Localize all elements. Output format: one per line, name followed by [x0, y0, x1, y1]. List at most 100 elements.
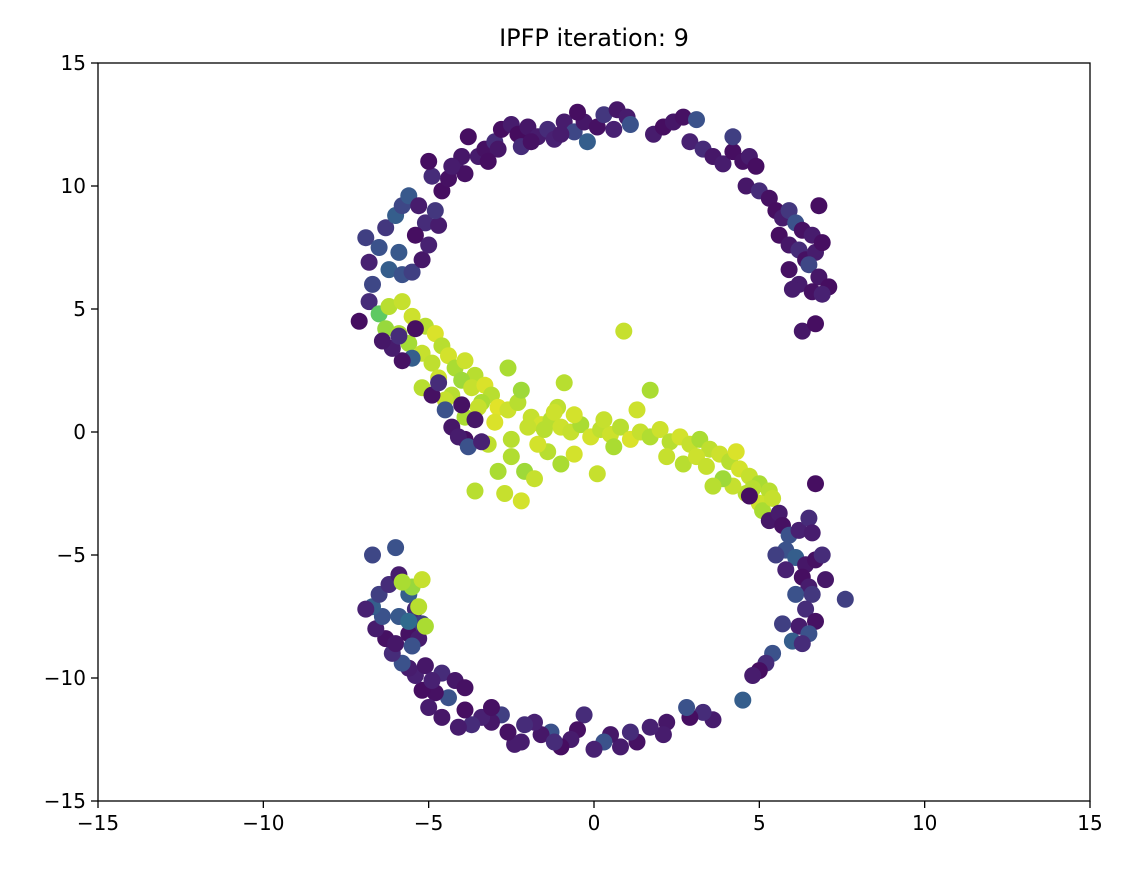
- scatter-point: [430, 374, 448, 392]
- scatter-point: [803, 524, 821, 542]
- scatter-point: [793, 322, 811, 340]
- scatter-point: [688, 111, 705, 129]
- scatter-point: [479, 152, 497, 170]
- scatter-point: [416, 617, 434, 635]
- scatter-point: [813, 285, 831, 303]
- scatter-point: [413, 571, 431, 589]
- x-axis: −15 −10 −5 0 5 10 15: [77, 801, 1103, 835]
- scatter-point: [595, 106, 613, 124]
- scatter-point: [807, 475, 824, 493]
- x-tick-label: −5: [414, 811, 443, 835]
- scatter-point: [423, 167, 441, 185]
- scatter-point: [403, 637, 421, 655]
- scatter-point: [440, 689, 457, 707]
- scatter-point: [393, 573, 411, 591]
- scatter-point: [456, 352, 474, 370]
- scatter-point: [810, 197, 828, 215]
- y-axis: −15 −10 −5 0 5 10 15: [44, 51, 98, 813]
- scatter-point: [416, 214, 434, 232]
- scatter-point: [512, 381, 530, 399]
- scatter-point: [654, 726, 672, 744]
- scatter-point: [787, 585, 805, 603]
- scatter-point: [578, 133, 596, 151]
- x-tick-label: −15: [77, 811, 119, 835]
- scatter-point: [529, 435, 547, 453]
- scatter-point: [420, 699, 438, 716]
- scatter-point: [380, 298, 398, 315]
- scatter-point: [678, 699, 696, 716]
- scatter-point: [803, 585, 821, 603]
- y-tick-label: 5: [73, 297, 86, 321]
- scatter-point: [575, 706, 593, 724]
- x-tick-label: 15: [1077, 811, 1102, 835]
- scatter-point: [807, 315, 824, 333]
- scatter-point: [364, 275, 381, 293]
- scatter-point: [522, 133, 540, 151]
- scatter-point: [651, 421, 669, 438]
- scatter-point: [552, 125, 570, 143]
- scatter-point: [393, 352, 411, 370]
- scatter-point: [780, 261, 798, 279]
- scatter-point: [433, 708, 451, 726]
- scatter-point: [360, 253, 378, 271]
- scatter-point: [357, 600, 375, 618]
- scatter-point: [767, 546, 785, 564]
- scatter-point: [740, 487, 758, 505]
- scatter-point: [588, 465, 606, 483]
- scatter-point: [595, 411, 613, 429]
- scatter-point: [483, 699, 500, 716]
- scatter-point: [535, 421, 553, 438]
- scatter-point: [512, 492, 530, 510]
- scatter-point: [800, 509, 818, 527]
- scatter-point: [390, 243, 408, 261]
- x-tick-label: 10: [912, 811, 937, 835]
- scatter-point: [569, 103, 586, 121]
- scatter-point: [387, 635, 405, 653]
- scatter-point: [727, 443, 745, 461]
- scatter-point: [400, 612, 418, 630]
- scatter-point: [526, 470, 543, 488]
- scatter-point: [456, 701, 474, 719]
- scatter-point: [416, 657, 434, 675]
- scatter-point: [512, 733, 530, 751]
- scatter-point: [545, 733, 563, 751]
- scatter-point: [777, 561, 795, 579]
- scatter-point: [466, 482, 484, 500]
- scatter-point: [473, 433, 491, 451]
- scatter-point: [694, 703, 712, 721]
- scatter-point: [783, 280, 801, 298]
- scatter-point: [764, 489, 782, 507]
- scatter-point: [426, 202, 444, 220]
- scatter-point: [612, 418, 629, 436]
- scatter-point: [605, 120, 623, 138]
- scatter-point: [674, 455, 692, 473]
- scatter-point: [423, 672, 441, 689]
- scatter-point: [463, 716, 481, 734]
- scatter-point: [423, 354, 441, 372]
- scatter-point: [516, 716, 534, 734]
- scatter-point: [443, 157, 461, 175]
- scatter-point: [420, 236, 438, 254]
- scatter-point: [813, 234, 831, 252]
- scatter-point: [704, 477, 722, 495]
- scatter-point: [552, 455, 570, 473]
- scatter-point: [744, 667, 762, 684]
- scatter-point: [413, 251, 431, 269]
- scatter-point: [489, 140, 507, 158]
- scatter-point: [403, 263, 421, 281]
- scatter-point: [387, 539, 405, 557]
- scatter-point: [800, 256, 818, 274]
- scatter-point: [681, 133, 699, 151]
- scatter-point: [370, 239, 388, 256]
- scatter-point: [456, 679, 474, 697]
- scatter-point: [410, 197, 428, 215]
- scatter-point: [565, 445, 583, 463]
- scatter-point: [545, 403, 563, 421]
- scatter-point: [499, 359, 517, 377]
- scatter-point: [641, 718, 659, 736]
- scatter-point: [793, 635, 811, 653]
- scatter-point: [621, 723, 639, 741]
- scatter-point: [364, 546, 381, 564]
- scatter-point: [797, 600, 815, 618]
